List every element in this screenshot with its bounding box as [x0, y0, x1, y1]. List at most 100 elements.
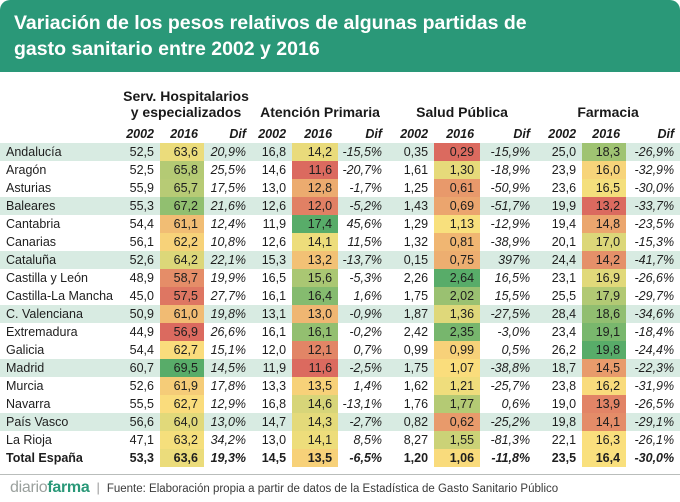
- region-name: Extremadura: [6, 325, 78, 339]
- heatmap-cell: 14,2: [292, 143, 339, 161]
- heatmap-cell: 13,9: [582, 395, 627, 413]
- value-cell: -41,7%: [634, 253, 675, 267]
- value-cell: -26,9%: [634, 145, 675, 159]
- value-cell: -6,5%: [349, 451, 383, 465]
- value-cell: -18,4%: [634, 325, 675, 339]
- value-cell: 53,3: [129, 451, 154, 465]
- value-cell: 1,6%: [353, 289, 383, 303]
- value-cell: -22,3%: [634, 361, 675, 375]
- sub-column-header: Dif: [365, 126, 383, 141]
- heatmap-cell: 0,29: [434, 143, 481, 161]
- region-name: Canarias: [6, 235, 57, 249]
- heatmap-cell: 13,2: [292, 251, 339, 269]
- sub-column-header: 2002: [548, 126, 577, 141]
- value-cell: -34,6%: [634, 307, 675, 321]
- value-cell: 1,43: [403, 199, 429, 213]
- heatmap-cell: 19,8: [582, 341, 627, 359]
- heatmap-cell: 62,2: [160, 233, 204, 251]
- value-cell: -30,0%: [634, 451, 675, 465]
- heatmap-cell: 1,06: [434, 449, 481, 467]
- value-cell: 13,1: [261, 307, 287, 321]
- value-cell: 19,4: [551, 217, 577, 231]
- heatmap-cell: 0,69: [434, 197, 481, 215]
- value-cell: 16,5%: [494, 271, 531, 285]
- heatmap-cell: 16,4: [292, 287, 339, 305]
- region-name: Castilla-La Mancha: [6, 289, 113, 303]
- region-name: Galicia: [6, 343, 45, 357]
- diariofarma-logo: diariofarma: [10, 479, 90, 497]
- value-cell: 19,3%: [210, 451, 247, 465]
- heatmap-cell: 12,0: [292, 197, 339, 215]
- region-name: Cataluña: [6, 253, 57, 267]
- footer: diariofarma | Fuente: Elaboración propia…: [0, 474, 680, 497]
- value-cell: 52,6: [129, 253, 154, 267]
- value-cell: -26,6%: [634, 271, 675, 285]
- value-cell: 20,1: [551, 235, 577, 249]
- value-cell: 0,99: [403, 343, 429, 357]
- table-row: Murcia 52,6 61,9 17,8% 13,3 13,5 1,4% 1,62 1,21-…: [0, 377, 680, 395]
- value-cell: 1,87: [403, 307, 429, 321]
- heatmap-cell: 0,81: [434, 233, 481, 251]
- value-cell: -26,5%: [634, 397, 675, 411]
- value-cell: 28,4: [551, 307, 577, 321]
- value-cell: 23,8: [551, 379, 577, 393]
- table-row: Cataluña 52,6 64,2 22,1% 15,3 13,2 -13,7% 0,15 0…: [0, 251, 680, 269]
- heatmap-cell: 18,3: [582, 143, 627, 161]
- value-cell: -2,7%: [349, 415, 383, 429]
- heatmap-cell: 13,5: [292, 449, 339, 467]
- region-name: Andalucía: [6, 145, 62, 159]
- sub-column-header: 2002: [126, 126, 154, 141]
- value-cell: 1,32: [403, 235, 429, 249]
- sub-column-header: Dif: [657, 126, 675, 141]
- value-cell: -26,1%: [634, 433, 675, 447]
- heatmap-cell: 11,6: [292, 359, 339, 377]
- value-cell: 1,25: [403, 181, 429, 195]
- value-cell: 16,1: [261, 325, 287, 339]
- heatmap-cell: 63,2: [160, 431, 204, 449]
- table-row: Canarias 56,1 62,2 10,8% 12,6 14,1 11,5% 1,32 0,…: [0, 233, 680, 251]
- value-cell: -27,5%: [490, 307, 531, 321]
- heatmap-cell: 57,5: [160, 287, 204, 305]
- value-cell: 12,6: [261, 235, 287, 249]
- group-header-row: Serv. Hospitalarios y especializados Aten…: [0, 74, 680, 124]
- value-cell: 14,6: [261, 163, 287, 177]
- value-cell: 14,5: [261, 451, 287, 465]
- value-cell: 8,27: [403, 433, 429, 447]
- heatmap-cell: 61,1: [160, 215, 204, 233]
- value-cell: 23,1: [551, 271, 577, 285]
- value-cell: -11,8%: [491, 451, 531, 465]
- value-cell: -81,3%: [490, 433, 531, 447]
- value-cell: 25,5: [551, 289, 577, 303]
- heatmap-cell: 13,0: [292, 305, 339, 323]
- value-cell: 12,0: [261, 343, 287, 357]
- region-name: Aragón: [6, 163, 47, 177]
- table-row: Cantabria 54,4 61,1 12,4% 11,9 17,4 45,6% 1,29 1…: [0, 215, 680, 233]
- region-name: Navarra: [6, 397, 51, 411]
- value-cell: 50,9: [129, 307, 154, 321]
- column-group-header: Atención Primaria: [260, 104, 380, 120]
- heatmap-cell: 1,21: [434, 377, 481, 395]
- logo-part-diario: diario: [10, 479, 48, 496]
- table-row: País Vasco 56,6 64,0 13,0% 14,7 14,3 -2,7% 0,82…: [0, 413, 680, 431]
- region-name: País Vasco: [6, 415, 69, 429]
- heatmap-cell: 16,4: [582, 449, 627, 467]
- page-title-line1: Variación de los pesos relativos de algu…: [14, 12, 527, 34]
- value-cell: 34,2%: [210, 433, 247, 447]
- source-text: Fuente: Elaboración propia a partir de d…: [106, 483, 559, 495]
- heatmap-cell: 17,4: [292, 215, 339, 233]
- value-cell: 0,5%: [501, 343, 531, 357]
- region-name: La Rioja: [6, 433, 52, 447]
- table-row: Navarra 55,5 62,7 12,9% 16,8 14,6 -13,1% 1,76 1,…: [0, 395, 680, 413]
- value-cell: -25,2%: [490, 415, 531, 429]
- heatmap-cell: 62,7: [160, 395, 204, 413]
- value-cell: 52,5: [129, 163, 154, 177]
- value-cell: 17,8%: [210, 379, 247, 393]
- table-row: Castilla y León 48,9 58,7 19,9% 16,5 15,6 -5,3…: [0, 269, 680, 287]
- heatmap-cell: 2,64: [434, 269, 481, 287]
- value-cell: 11,9: [262, 217, 287, 231]
- value-cell: -50,9%: [490, 181, 531, 195]
- heatmap-cell: 0,75: [434, 251, 481, 269]
- value-cell: 1,61: [403, 163, 429, 177]
- value-cell: -25,7%: [490, 379, 531, 393]
- value-cell: -24,4%: [634, 343, 675, 357]
